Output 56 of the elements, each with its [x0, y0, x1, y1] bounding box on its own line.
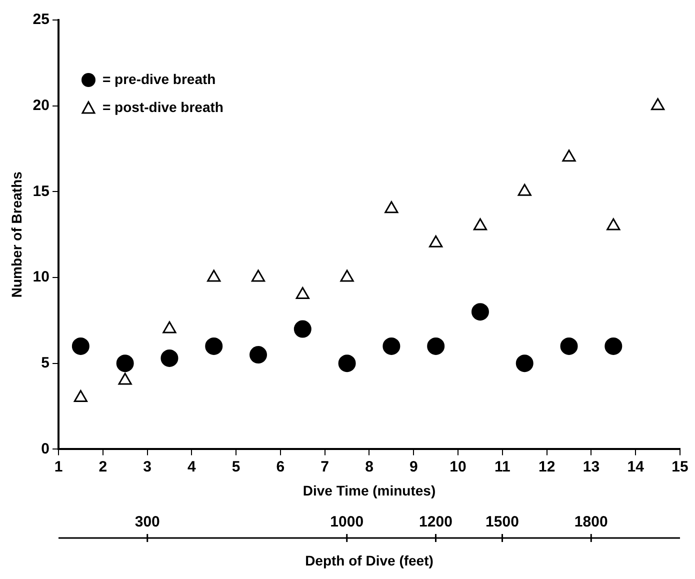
x-tick-label: 3 — [143, 458, 152, 476]
point — [606, 218, 620, 230]
x-tick-label: 7 — [320, 458, 330, 476]
text: 300 — [134, 514, 160, 531]
x-tick-label: 14 — [627, 458, 645, 476]
point — [518, 184, 532, 196]
x-tick-label: 4 — [187, 458, 196, 476]
x-tick-label: 5 — [232, 458, 240, 476]
y-tick-label: 5 — [41, 354, 50, 372]
y-tick-label: 25 — [32, 11, 50, 28]
x-tick-label: 9 — [409, 458, 418, 476]
point — [250, 346, 268, 364]
point — [205, 337, 223, 355]
point — [207, 270, 221, 282]
point — [516, 354, 534, 372]
point — [296, 286, 310, 299]
x-tick-label: 12 — [538, 458, 556, 476]
x-tick-label: 8 — [365, 458, 374, 476]
point — [427, 337, 445, 355]
point — [72, 337, 90, 355]
y-tick-label: 10 — [32, 268, 50, 286]
point — [429, 235, 443, 248]
text: 1800 — [574, 514, 608, 531]
point — [294, 320, 312, 338]
point — [251, 270, 266, 282]
point — [604, 337, 622, 355]
point — [384, 201, 398, 214]
x-axis-title: Dive Time (minutes) — [302, 482, 436, 498]
text: 1000 — [330, 514, 364, 531]
point — [340, 270, 354, 282]
point — [560, 337, 578, 355]
point — [338, 354, 356, 372]
y-tick-label: 20 — [32, 96, 50, 114]
x-tick-label: 13 — [582, 458, 600, 476]
point — [160, 349, 178, 367]
point — [382, 337, 400, 355]
legend-label: = pre-dive breath — [102, 70, 216, 87]
x-tick-label: 15 — [672, 458, 688, 476]
x-tick-label: 1 — [54, 458, 63, 476]
x-tick-label: 11 — [494, 458, 510, 476]
point — [473, 218, 488, 230]
point — [116, 354, 134, 372]
point — [471, 303, 489, 321]
point — [162, 321, 176, 334]
legend-label: = post-dive breath — [102, 98, 224, 115]
text: 1200 — [419, 514, 452, 531]
point — [562, 150, 576, 162]
x-tick-label: 10 — [450, 458, 466, 476]
x2-axis-title: Depth of Dive (feet) — [305, 552, 434, 568]
x-tick-label: 2 — [98, 458, 108, 476]
x-tick-label: 6 — [276, 458, 285, 476]
point — [650, 98, 665, 110]
y-tick-label: 15 — [32, 182, 50, 200]
y-axis-title: Number of Breaths — [8, 171, 24, 298]
y-tick-label: 0 — [41, 440, 50, 458]
text: 1500 — [486, 514, 519, 531]
